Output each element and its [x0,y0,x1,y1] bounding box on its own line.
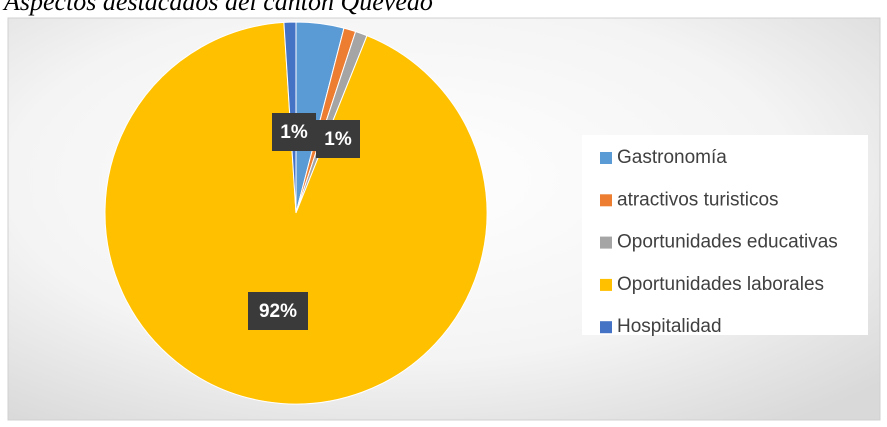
legend-label: Oportunidades educativas [617,232,838,253]
legend-label: atractivos turisticos [617,189,779,210]
legend-box [582,135,868,335]
data-label-box [272,113,316,151]
legend-swatch [600,236,612,249]
legend-swatch [600,278,612,291]
legend-label: Oportunidades laborales [617,274,824,295]
data-label-box [316,120,360,158]
data-label: 1% [280,122,308,143]
legend-swatch [600,194,612,207]
data-label: 92% [259,301,297,322]
legend-label: Gastronomía [617,147,727,168]
chart-title: Aspectos destacados del cantón Quevedo [2,0,433,16]
legend-swatch [600,321,612,334]
legend-swatch [600,152,612,164]
data-label: 1% [324,129,352,150]
legend-label: Hospitalidad [617,316,722,337]
pie-slice [104,21,488,405]
data-label-box [248,292,308,330]
